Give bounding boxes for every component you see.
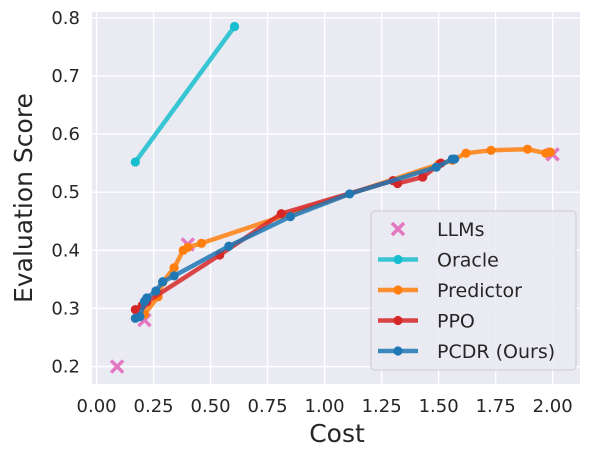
x-tick-label: 1.75 [476,396,516,417]
legend-label: PPO [437,311,475,333]
x-tick-label: 0.50 [191,396,231,417]
y-tick-label: 0.4 [51,240,80,261]
series-pcdr-ours-point [142,293,152,303]
y-axis-label: Evaluation Score [9,93,38,303]
series-predictor-point [522,144,533,154]
y-tick-label: 0.7 [51,66,80,87]
legend-label: Oracle [437,250,499,272]
legend-marker [393,315,403,326]
series-oracle [130,21,240,167]
series-predictor-point [196,238,207,248]
x-tick-label: 2.00 [533,396,573,417]
legend-marker [393,346,403,356]
legend-label: Predictor [437,280,522,302]
legend: LLMs Oracle Predictor PPO PCDR (Ours) [370,210,577,371]
y-tick-label: 0.3 [51,298,80,319]
legend-label: LLMs [437,219,484,241]
legend-item-oracle: Oracle [378,250,499,272]
series-oracle-point [229,21,240,32]
x-tick-label: 0.00 [77,396,117,417]
series-predictor-point [183,242,193,253]
series-layer [109,21,560,374]
legend-item-ppo: PPO [378,311,475,333]
series-predictor-point [545,147,555,157]
series-predictor-point [486,145,496,155]
y-tick-label: 0.8 [51,8,80,29]
x-tick-label: 1.50 [419,396,459,417]
series-pcdr-ours [130,154,460,323]
series-ppo-point [276,209,286,219]
x-tick-label: 0.75 [248,396,288,417]
series-pcdr-ours-point [224,241,234,251]
series-pcdr-ours-point [135,311,145,322]
y-axis-ticks: 0.2 0.3 0.4 0.5 0.6 0.7 0.8 [51,8,80,378]
series-predictor-point [461,148,471,158]
series-pcdr-ours-point [431,162,441,172]
series-pcdr-ours-point [345,189,355,199]
x-axis-ticks: 0.00 0.25 0.50 0.75 1.00 1.25 1.50 1.75 2.00 [77,396,573,417]
series-oracle-point [130,157,140,167]
legend-marker [393,285,403,295]
x-tick-label: 1.25 [362,396,402,417]
series-predictor-point [169,263,179,273]
series-pcdr-ours-point [158,277,168,287]
series-llms-point [109,359,125,374]
series-pcdr-ours-point [449,154,460,164]
series-pcdr-ours-point [151,286,161,296]
series-ppo-point [418,172,428,182]
series-pcdr-ours-point [169,271,179,281]
x-tick-label: 0.25 [134,396,174,417]
legend-marker [390,221,406,237]
y-tick-label: 0.6 [51,124,80,145]
series-oracle-line [133,24,237,165]
y-tick-label: 0.5 [51,182,80,203]
legend-label: PCDR (Ours) [437,341,555,363]
y-tick-label: 0.2 [51,357,80,378]
legend-box [370,210,577,371]
legend-item-predictor: Predictor [378,280,522,302]
legend-item-llms: LLMs [390,219,484,241]
legend-marker [393,254,403,265]
series-ppo-point [130,305,140,315]
series-pcdr-ours-point [285,212,295,222]
x-axis-label: Cost [309,419,365,448]
x-tick-label: 1.00 [305,396,345,417]
legend-item-pcdr-ours: PCDR (Ours) [378,341,555,363]
